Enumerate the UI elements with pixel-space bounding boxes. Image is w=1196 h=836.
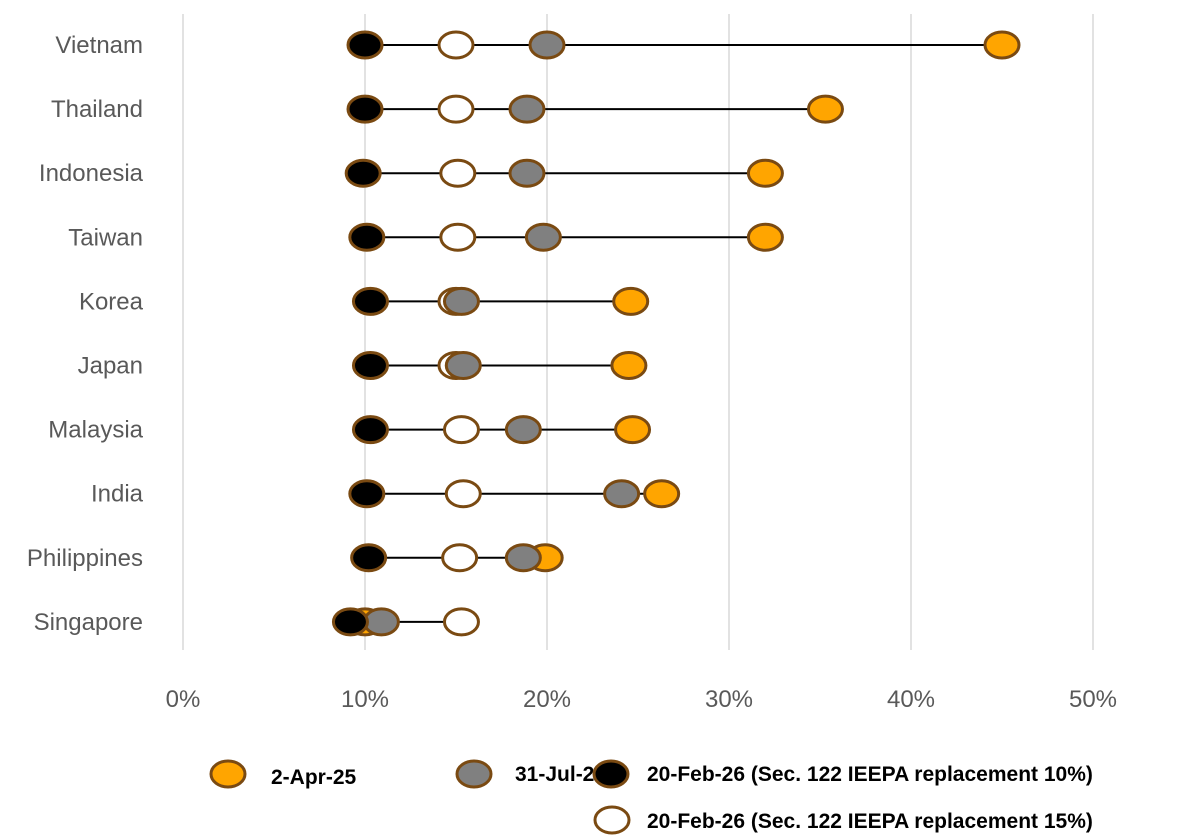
legend-marker xyxy=(593,805,631,835)
data-point xyxy=(610,351,648,380)
data-point xyxy=(348,222,386,252)
category-label: Korea xyxy=(79,288,144,315)
range-lines xyxy=(350,44,1002,623)
legend-label: 20-Feb-26 (Sec. 122 IEEPA replacement 15… xyxy=(647,810,1093,833)
data-point xyxy=(439,222,477,252)
data-point xyxy=(344,158,382,188)
data-point xyxy=(441,543,479,573)
category-label: Japan xyxy=(78,353,143,380)
x-tick-label: 20% xyxy=(523,686,571,713)
data-point xyxy=(351,415,389,445)
category-label: Malaysia xyxy=(48,417,143,444)
data-point xyxy=(442,607,480,637)
legend-marker xyxy=(209,759,247,789)
x-axis-ticks: 0% 10% 20% 30% 40% 50% xyxy=(166,686,1117,713)
data-point xyxy=(504,415,542,445)
data-point xyxy=(346,30,384,60)
data-point xyxy=(331,607,369,637)
data-point xyxy=(442,415,480,445)
legend: 2-Apr-25 31-Jul-25 20-Feb-26 (Sec. 122 IEE… xyxy=(209,759,1093,835)
data-point xyxy=(439,158,477,188)
category-labels: Vietnam Thailand Indonesia Taiwan Korea Japan… xyxy=(27,32,144,636)
data-point xyxy=(746,222,784,252)
data-point xyxy=(504,543,542,573)
category-label: Taiwan xyxy=(68,224,143,251)
data-point xyxy=(351,351,389,380)
data-point xyxy=(444,479,482,509)
category-label: Thailand xyxy=(51,96,143,123)
data-point xyxy=(983,30,1021,60)
data-point xyxy=(442,286,480,316)
legend-label: 2-Apr-25 xyxy=(271,766,357,789)
legend-label: 31-Jul-25 xyxy=(515,763,606,786)
data-point xyxy=(643,479,681,509)
data-points xyxy=(331,30,1021,637)
data-point xyxy=(524,222,562,252)
data-point xyxy=(614,415,652,445)
legend-label: 20-Feb-26 (Sec. 122 IEEPA replacement 10… xyxy=(647,763,1093,786)
category-label: India xyxy=(91,481,144,508)
data-point xyxy=(603,479,641,509)
data-point xyxy=(508,94,546,124)
data-point xyxy=(508,158,546,188)
x-tick-label: 0% xyxy=(166,686,201,713)
data-point xyxy=(746,158,784,188)
data-point xyxy=(350,543,388,573)
data-point xyxy=(612,286,650,316)
category-label: Singapore xyxy=(34,609,143,636)
data-point xyxy=(348,479,386,509)
category-label: Indonesia xyxy=(39,160,144,187)
data-point xyxy=(437,30,475,60)
category-label: Vietnam xyxy=(55,32,143,59)
x-tick-label: 30% xyxy=(705,686,753,713)
data-point xyxy=(528,30,566,60)
legend-marker xyxy=(592,759,630,789)
x-tick-label: 40% xyxy=(887,686,935,713)
data-point xyxy=(444,351,482,380)
x-tick-label: 50% xyxy=(1069,686,1117,713)
data-point xyxy=(437,94,475,124)
data-point xyxy=(362,607,400,637)
x-tick-label: 10% xyxy=(341,686,389,713)
legend-marker xyxy=(455,759,493,789)
category-label: Philippines xyxy=(27,545,143,572)
data-point xyxy=(346,94,384,124)
data-point xyxy=(351,286,389,316)
data-point xyxy=(806,94,844,124)
